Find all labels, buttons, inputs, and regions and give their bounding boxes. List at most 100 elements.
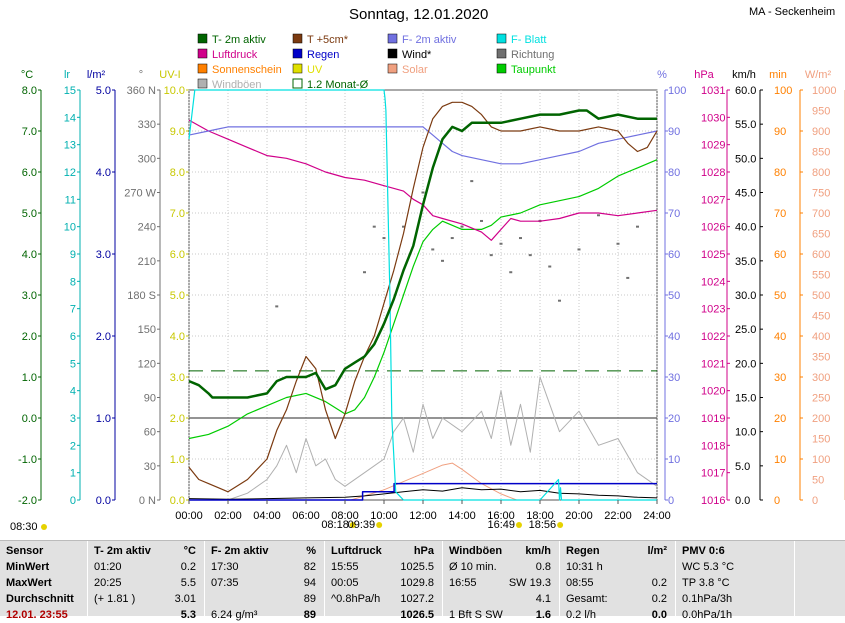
axis-unit-w-m: W/m² [805,69,832,81]
axis-tick-label-min: 0 [774,495,780,507]
axis-tick-label-l-m: 2.0 [96,331,111,343]
axis-tick-label-uv-i: 2.0 [170,413,185,425]
axis-tick-label-hpa: 1030 [701,112,725,124]
direction-mark [548,265,552,268]
axis-tick-label-min: 90 [774,126,786,138]
legend-label-solar: Solar [402,64,428,76]
direction-mark [450,237,454,240]
legend-label-sonnenschein: Sonnenschein [212,64,282,76]
stats-cell-left: 0.2 l/h [566,609,596,621]
axis-tick-label-x: 50 [668,290,680,302]
axis-tick-label-hpa: 1026 [701,222,725,234]
axis-unit-km-h: km/h [732,69,756,81]
stats-head: Regen [566,545,600,557]
axis-unit-x: % [657,69,667,81]
axis-tick-label-x: 10 [668,454,680,466]
direction-mark [626,276,630,279]
legend: T- 2m aktiv T +5cm* F- 2m aktiv F- Blatt Luf… [197,33,556,91]
axis-tick-label-c: -1.0 [18,454,37,466]
stats-label: MaxWert [6,577,52,589]
axis-tick-label-c: 1.0 [22,372,37,384]
axis-tick-label-lr: 9 [70,249,76,261]
location-label: MA - Seckenheim [749,6,836,18]
stats-cell-left: 00:05 [331,577,359,589]
legend-swatch-luftdruck [197,48,208,59]
stats-unit: °C [183,545,196,557]
direction-mark [421,191,425,194]
legend-swatch-richtung [496,48,507,59]
axis-tick-label-km-h: 55.0 [735,119,756,131]
stats-cell-left: Ø 10 min. [449,561,497,573]
stats-cell-value: 82 [303,561,316,573]
stats-label: MinWert [6,561,50,573]
stats-col-pmv-0-6: PMV 0:6 WC 5.3 °C TP 3.8 °C 0.1hPa/3h 0.0hPa… [676,541,795,621]
axis-tick-label-x: 90 [668,126,680,138]
x-tick-label: 22:00 [604,510,632,522]
stats-cell-left: 08:55 [566,577,594,589]
x-tick-label: 02:00 [214,510,242,522]
direction-mark [275,305,279,308]
direction-mark [509,271,513,274]
axis-tick-label-w-m: 0 [812,495,818,507]
direction-mark [528,254,532,257]
axis-tick-label-km-h: 45.0 [735,188,756,200]
stats-cell-left: 6.24 g/m³ [211,609,258,621]
axis-tick-label-w-m: 550 [812,270,830,282]
stats-head: F- 2m aktiv [211,545,269,557]
axis-tick-label-w-m: 600 [812,249,830,261]
direction-mark [577,248,581,251]
direction-mark [519,237,522,240]
axis-tick-label-hpa: 1016 [701,495,725,507]
series-line-wind [188,487,658,500]
axis-tick-label-w-m: 300 [812,372,830,384]
axis-tick-label-lr: 8 [70,276,76,288]
stats-label: Durchschnitt [6,593,74,605]
x-tick-label: 10:00 [370,510,398,522]
legend-swatch-regen [292,48,303,59]
axis-tick-label-x: 180 S [127,290,156,302]
stats-cell-value: 1.6 [535,609,551,621]
axis-tick-label-uv-i: 9.0 [170,126,185,138]
direction-mark [431,248,435,251]
x-tick-label: 16:00 [487,510,515,522]
axis-tick-label-w-m: 950 [812,106,830,118]
axis-tick-label-x: 210 [138,256,156,268]
stats-head: T- 2m aktiv [94,545,151,557]
axis-tick-label-lr: 13 [64,140,76,152]
axis-tick-label-uv-i: 6.0 [170,249,185,261]
legend-swatch-1-2-monat [292,78,303,89]
series-line-t-5cm [188,101,658,493]
stats-head: Sensor [6,545,44,557]
axis-tick-label-lr: 2 [70,440,76,452]
stats-cell-left: 1 Bft S SW [449,609,503,621]
direction-mark [558,299,561,302]
stats-cell-value: 5.3 [180,609,196,621]
axes: °C 8.0 7.0 6.0 5.0 4.0 3.0 2.0 1.0 0.0 -1.0 -2.0 lr 1… [18,69,845,507]
axis-tick-label-x: 270 W [124,188,156,200]
stats-cell-value: 1025.5 [400,561,434,573]
stats-unit: km/h [525,545,551,557]
direction-mark [460,225,464,228]
legend-swatch-windb-en [197,78,208,89]
axis-tick-label-km-h: 20.0 [735,358,756,370]
axis-tick-label-x: 360 N [127,85,156,97]
axis-tick-label-l-m: 4.0 [96,167,111,179]
axis-tick-label-x: 70 [668,208,680,220]
stats-cell-left: (+ 1.81 ) [94,593,136,605]
stats-cell-value: 89 [303,593,316,605]
legend-label-luftdruck: Luftdruck [212,49,258,61]
legend-swatch-f-2m-aktiv [387,33,398,44]
axis-tick-label-min: 100 [774,85,792,97]
legend-swatch-taupunkt [496,63,507,74]
x-tick-label: 00:00 [175,510,203,522]
legend-label-f-2m-aktiv: F- 2m aktiv [402,34,457,46]
direction-mark [363,271,366,274]
legend-label-taupunkt: Taupunkt [511,64,556,76]
axis-tick-label-min: 30 [774,372,786,384]
sun-icon [376,522,383,528]
stats-cell-value: SW 19.3 [508,577,551,589]
series-line-f-2m-aktiv [188,126,658,165]
axis-unit-c: °C [21,69,33,81]
axis-tick-label-c: 5.0 [22,208,37,220]
axis-tick-label-x: 30 [144,461,156,473]
